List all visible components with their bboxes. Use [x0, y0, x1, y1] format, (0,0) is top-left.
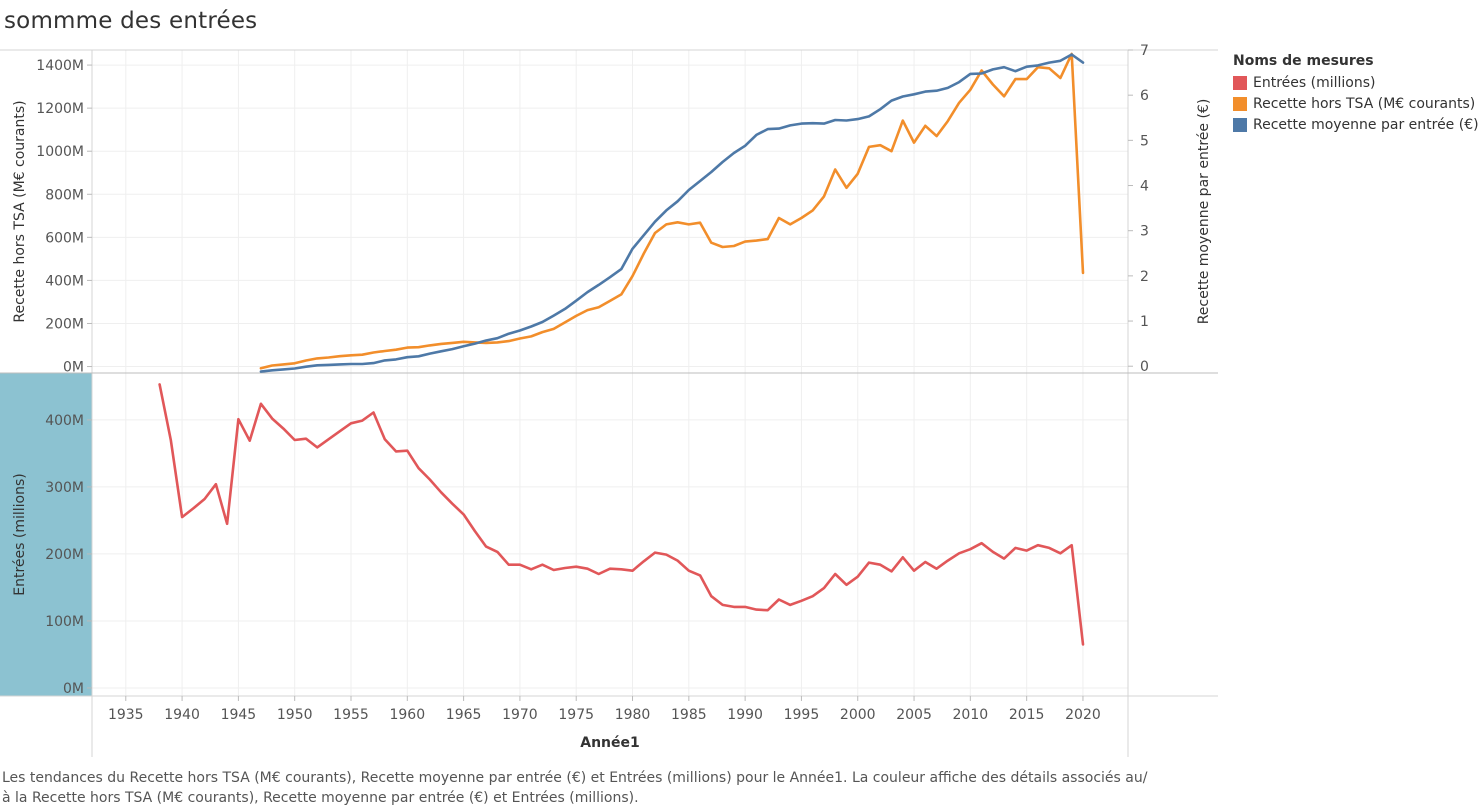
top-right-tick-label-7: 7 [1140, 43, 1149, 59]
legend-label-entrees: Entrées (millions) [1253, 74, 1376, 91]
x-axis-title: Année1 [580, 735, 640, 751]
x-tick-label-1970: 1970 [502, 707, 538, 723]
legend-label-recette-moyenne: Recette moyenne par entrée (€) [1253, 116, 1479, 133]
bottom-tick-label-1: 100M [45, 614, 84, 630]
x-tick-label-1990: 1990 [727, 707, 763, 723]
legend-swatch-recette-tsa [1233, 96, 1247, 111]
x-tick-label-1995: 1995 [784, 707, 820, 723]
x-tick-label-1985: 1985 [671, 707, 707, 723]
x-tick-label-1965: 1965 [446, 707, 482, 723]
x-tick-label-2010: 2010 [953, 707, 989, 723]
x-tick-label-1940: 1940 [164, 707, 200, 723]
top-right-tick-label-2: 2 [1140, 269, 1149, 285]
x-tick-label-1960: 1960 [389, 707, 425, 723]
legend-swatch-recette-moyenne [1233, 117, 1247, 132]
top-right-tick-label-3: 3 [1140, 224, 1149, 240]
bottom-tick-label-4: 400M [45, 413, 84, 429]
top-left-tick-label-1: 200M [45, 316, 84, 332]
legend-item-recette-tsa[interactable]: Recette hors TSA (M€ courants) [1233, 93, 1479, 114]
top-right-tick-label-4: 4 [1140, 179, 1149, 195]
x-tick-label-1935: 1935 [108, 707, 144, 723]
top-left-tick-label-4: 800M [45, 187, 84, 203]
bottom-tick-label-2: 200M [45, 547, 84, 563]
top-left-tick-label-0: 0M [63, 360, 84, 376]
legend: Noms de mesures Entrées (millions) Recet… [1233, 53, 1479, 135]
x-tick-label-2020: 2020 [1065, 707, 1101, 723]
x-tick-label-2015: 2015 [1009, 707, 1045, 723]
x-tick-label-1950: 1950 [277, 707, 313, 723]
bottom-tick-label-0: 0M [63, 681, 84, 697]
x-tick-label-1945: 1945 [221, 707, 257, 723]
top-left-tick-label-6: 1200M [36, 101, 84, 117]
chart-caption: Les tendances du Recette hors TSA (M€ co… [2, 770, 1148, 806]
x-tick-label-1955: 1955 [333, 707, 369, 723]
legend-swatch-entrees [1233, 75, 1247, 90]
top-left-tick-label-2: 400M [45, 273, 84, 289]
chart-title: sommme des entrées [4, 8, 258, 34]
x-tick-label-2000: 2000 [840, 707, 876, 723]
top-right-axis-title: Recette moyenne par entrée (€) [1196, 99, 1212, 325]
legend-item-recette-moyenne[interactable]: Recette moyenne par entrée (€) [1233, 114, 1479, 135]
legend-item-entrees[interactable]: Entrées (millions) [1233, 72, 1479, 93]
legend-label-recette-tsa: Recette hors TSA (M€ courants) [1253, 95, 1476, 112]
top-left-axis-title: Recette hors TSA (M€ courants) [12, 100, 28, 322]
x-tick-label-2005: 2005 [896, 707, 932, 723]
series-line-recette-moyenne[interactable] [259, 53, 1085, 373]
top-left-tick-label-5: 1000M [36, 144, 84, 160]
top-right-tick-label-0: 0 [1140, 359, 1149, 375]
series-line-entrees[interactable] [158, 383, 1085, 646]
row-header-entrees[interactable] [0, 373, 92, 696]
top-right-tick-label-1: 1 [1140, 314, 1149, 330]
top-left-tick-label-3: 600M [45, 230, 84, 246]
top-left-tick-label-7: 1400M [36, 58, 84, 74]
series-line-recette-tsa[interactable] [259, 52, 1085, 370]
top-right-tick-label-5: 5 [1140, 133, 1149, 149]
legend-title: Noms de mesures [1233, 53, 1374, 69]
top-right-tick-label-6: 6 [1140, 88, 1149, 104]
x-tick-label-1975: 1975 [558, 707, 594, 723]
bottom-tick-label-3: 300M [45, 480, 84, 496]
bottom-axis-title: Entrées (millions) [12, 473, 28, 595]
x-tick-label-1980: 1980 [615, 707, 651, 723]
